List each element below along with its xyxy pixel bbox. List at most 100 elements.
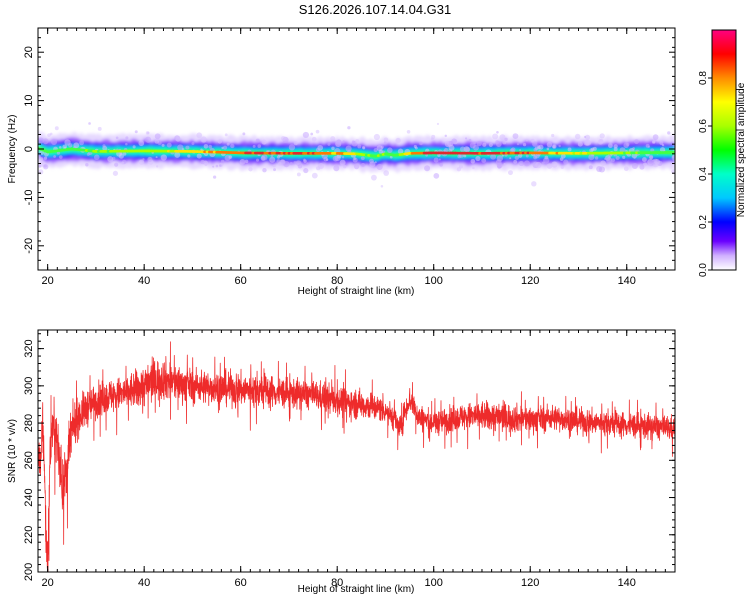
spectral-speckle (430, 137, 434, 141)
spectrogram-panel: 20 40 60 80 100 120 140 -20 -10 0 10 20 Height of s… (7, 27, 676, 297)
ridge-layer (38, 146, 675, 159)
spectral-speckle (546, 147, 550, 151)
spectral-speckle (626, 142, 630, 147)
spectrogram-axes: 20 40 60 80 100 120 140 -20 -10 0 10 20 (23, 27, 676, 287)
spectral-speckle (339, 159, 346, 166)
spectral-speckle (424, 165, 431, 172)
spectral-speckle (93, 154, 100, 161)
spectrogram-image (38, 122, 675, 188)
spectral-speckle (596, 166, 603, 172)
spectral-speckle (203, 143, 209, 149)
snr-xtick-label: 120 (521, 577, 539, 589)
spectral-speckle (588, 154, 595, 161)
spectral-speckle (585, 134, 591, 140)
spectral-speckle (457, 154, 462, 159)
spectral-speckle (302, 131, 310, 139)
spectral-speckle (599, 133, 605, 139)
spectral-speckle (464, 147, 471, 153)
spec-xtick-label: 80 (331, 275, 343, 287)
spectral-speckle (283, 160, 290, 168)
spectral-speckle (132, 145, 136, 149)
spectral-speckle (654, 158, 660, 165)
spectral-speckle (615, 155, 620, 161)
spectral-speckle (200, 136, 207, 143)
spectral-speckle (551, 161, 558, 168)
spectral-speckle (517, 153, 523, 158)
spectral-speckle (293, 141, 298, 146)
spectral-speckle (223, 145, 228, 150)
spectral-speckle (567, 147, 572, 152)
spectral-speckle (425, 153, 428, 157)
snr-plot (38, 341, 675, 572)
spectral-speckle (327, 142, 331, 146)
spectral-speckle (606, 157, 613, 164)
spec-xtick-label: 20 (42, 275, 54, 287)
spectral-speckle (510, 147, 516, 153)
spectral-speckle (154, 133, 161, 140)
spectral-speckle (577, 141, 583, 147)
spectral-speckle (607, 143, 613, 149)
spectral-speckle (85, 163, 89, 167)
spectral-speckle (332, 155, 339, 162)
spectral-speckle (196, 132, 203, 139)
spectral-speckle (138, 159, 145, 165)
spec-ytick-label: -20 (23, 238, 35, 254)
spectral-speckle (667, 131, 671, 135)
spectral-speckle (145, 131, 150, 135)
spec-ytick-label: 20 (23, 46, 35, 58)
spectral-speckle (50, 138, 58, 146)
spectral-speckle (584, 135, 587, 138)
spectral-speckle (244, 159, 249, 164)
snr-ytick-label: 320 (23, 339, 35, 357)
spectral-speckle (181, 148, 185, 151)
spectral-speckle (212, 165, 215, 168)
spectral-speckle (481, 158, 487, 163)
colorbar-label: Normalized spectral amplitude (736, 82, 747, 217)
spectral-speckle (558, 144, 561, 148)
spectral-speckle (53, 155, 56, 158)
spectral-speckle (360, 156, 365, 161)
spectral-speckle (230, 143, 235, 149)
spectral-speckle (261, 139, 267, 145)
spectral-speckle (38, 165, 42, 168)
spectral-speckle (647, 145, 650, 148)
spec-xtick-label: 140 (618, 275, 636, 287)
spectral-speckle (647, 158, 654, 166)
spectral-speckle (383, 137, 389, 142)
spectral-speckle (315, 129, 320, 134)
spectral-speckle (613, 147, 618, 152)
spectral-speckle (297, 163, 303, 169)
spectral-speckle (560, 153, 566, 159)
spectral-speckle (496, 130, 499, 134)
spectral-speckle (154, 139, 159, 144)
spectral-speckle (269, 156, 276, 163)
snr-ylabel: SNR (10 * v/v) (7, 419, 18, 483)
spectral-speckle (38, 169, 44, 175)
spectral-speckle (272, 164, 276, 168)
spec-xtick-label: 100 (425, 275, 443, 287)
colorbar-tick-label: 0.4 (698, 167, 709, 181)
spectral-speckle (495, 141, 502, 147)
spectral-speckle (509, 157, 512, 160)
spectral-speckle (341, 156, 345, 159)
spectral-speckle (217, 139, 223, 144)
spectral-speckle (436, 122, 440, 126)
spectral-speckle (208, 144, 213, 149)
spectral-speckle (459, 146, 466, 152)
spectral-speckle (175, 136, 181, 142)
spectral-speckle (641, 157, 647, 162)
spectral-speckle (438, 158, 441, 161)
spectral-speckle (495, 159, 502, 166)
spectral-speckle (138, 140, 145, 147)
spectral-speckle (523, 160, 530, 167)
spectral-speckle (88, 122, 91, 125)
spectral-speckle (374, 161, 377, 164)
spectral-speckle (456, 167, 462, 172)
spectral-speckle (242, 132, 246, 136)
snr-xtick-label: 80 (331, 577, 343, 589)
spectral-speckle (512, 133, 519, 139)
spectral-speckle (262, 168, 267, 173)
colorbar-frame (711, 29, 737, 271)
spectral-speckle (102, 144, 106, 148)
